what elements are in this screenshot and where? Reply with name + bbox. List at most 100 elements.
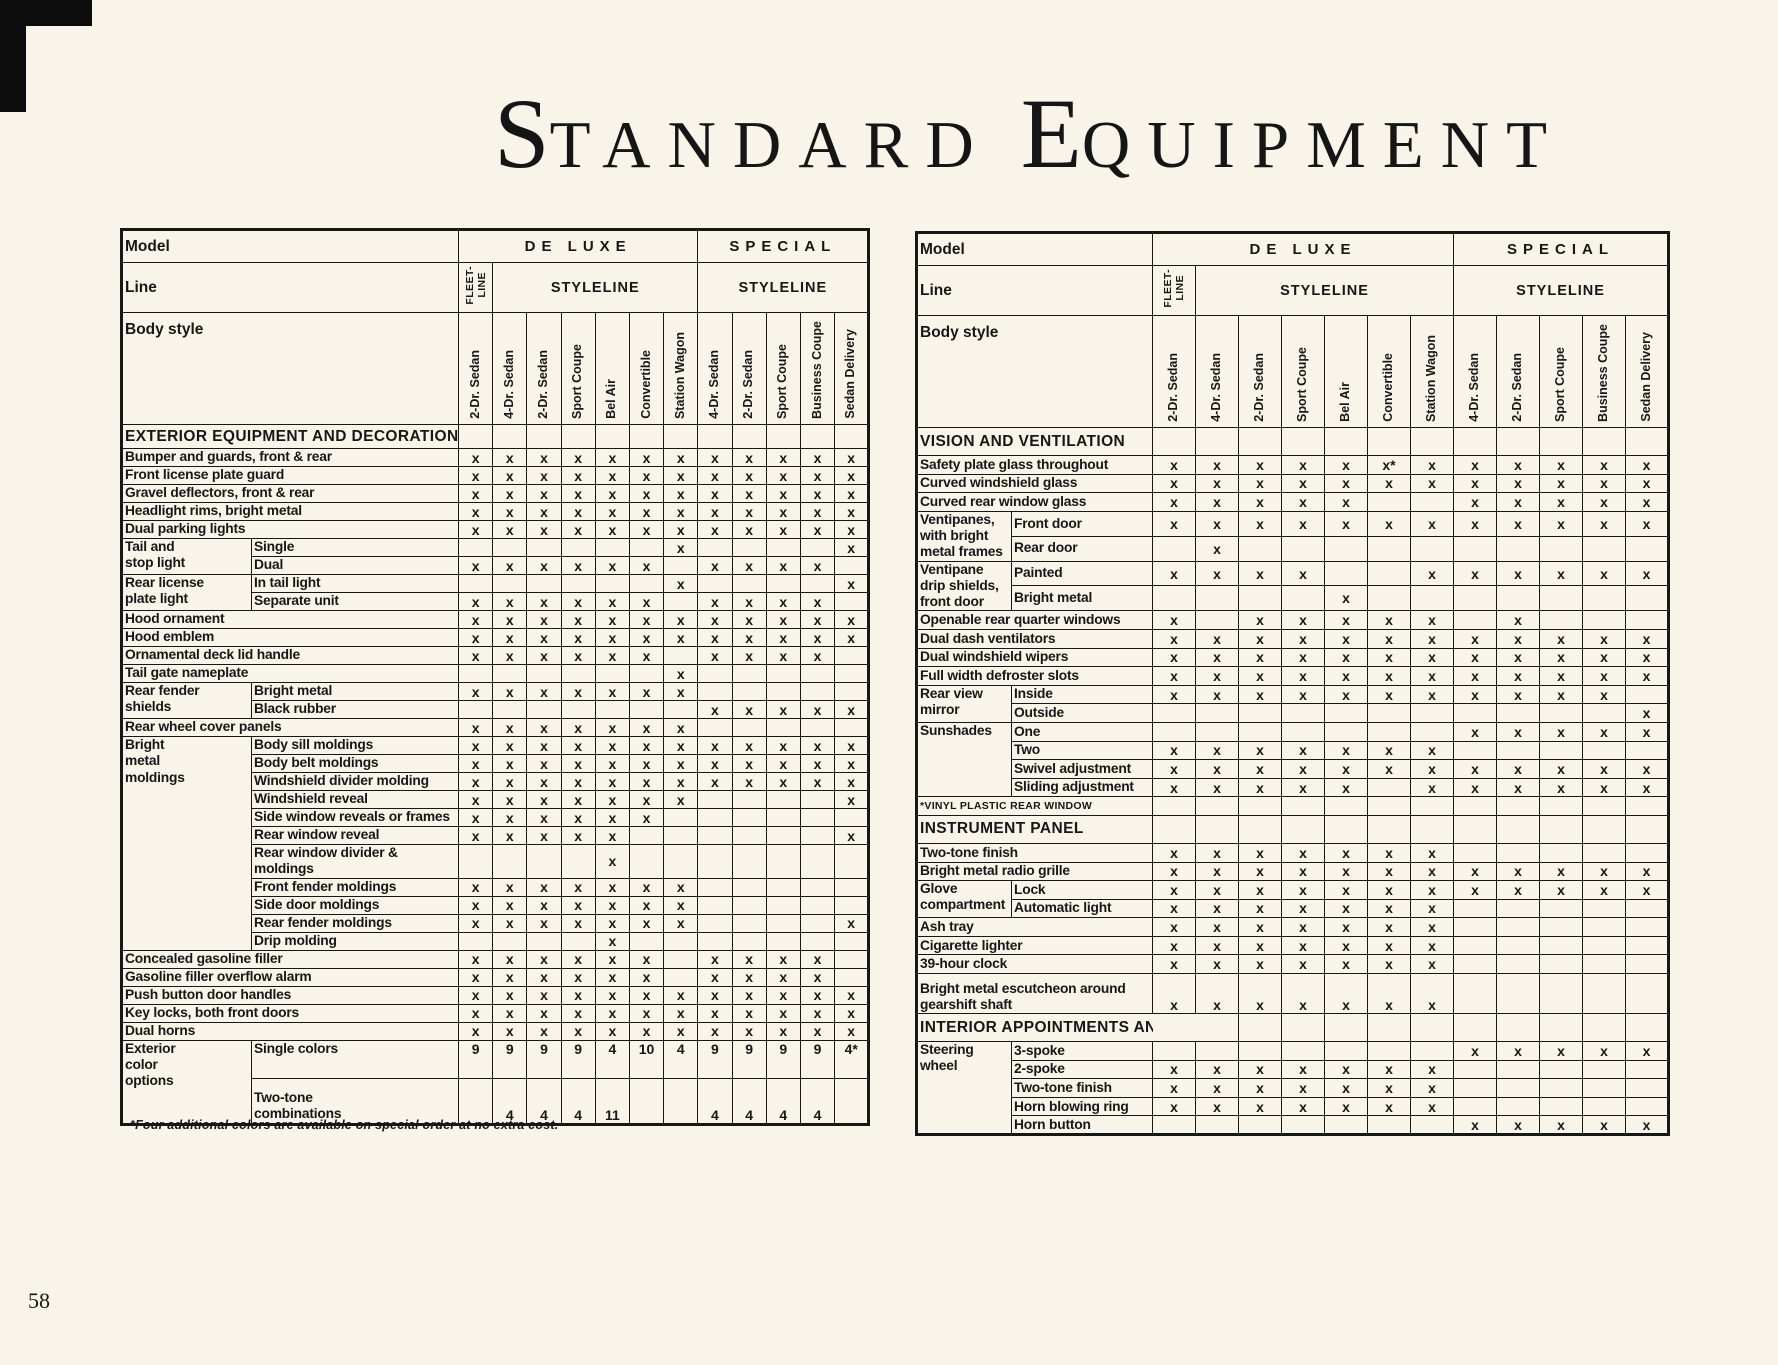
empty-cell	[1625, 1078, 1670, 1098]
cell-mark: x	[1409, 898, 1455, 919]
cell-mark: x	[628, 682, 665, 701]
empty-cell	[697, 424, 733, 449]
cell-mark: x	[1582, 861, 1627, 882]
cell-mark: x	[834, 1003, 870, 1023]
empty-cell	[1324, 535, 1368, 562]
empty-cell	[457, 931, 494, 951]
cell-mark: x	[1324, 898, 1368, 919]
row-label: Lock	[1011, 880, 1153, 900]
empty-cell	[1539, 814, 1584, 844]
cell-mark: x	[1238, 492, 1282, 512]
cell-mark: x	[594, 967, 630, 987]
cell-mark: x	[594, 448, 630, 467]
empty-cell	[663, 592, 699, 611]
cell-mark: x	[1281, 492, 1325, 512]
cell-mark: x	[1625, 1041, 1670, 1061]
empty-cell	[594, 538, 630, 557]
empty-cell	[1152, 427, 1196, 456]
empty-cell	[492, 700, 528, 719]
cell-mark: x	[1195, 535, 1239, 562]
empty-cell	[799, 877, 836, 897]
row-label: Windshield divider molding	[251, 772, 459, 791]
cell-mark: x	[492, 754, 528, 773]
row-label: Ornamental deck lid handle	[121, 646, 459, 665]
empty-cell	[1195, 1041, 1239, 1061]
cell-mark: x	[560, 790, 596, 809]
cell-mark: x	[1238, 880, 1282, 900]
cell-mark: x	[1496, 861, 1541, 882]
empty-cell	[1625, 917, 1670, 937]
cell-mark: x	[663, 664, 699, 683]
cell-mark: x	[492, 808, 528, 827]
empty-cell	[799, 538, 836, 557]
empty-cell	[799, 808, 836, 827]
cell-mark: x	[457, 484, 494, 503]
cell-mark: x	[1238, 455, 1282, 475]
empty-cell	[1539, 898, 1584, 919]
cell-mark: x	[1152, 954, 1196, 975]
cell-mark: x	[1152, 842, 1196, 863]
cell-mark: x	[560, 556, 596, 575]
empty-cell	[1625, 1096, 1670, 1117]
empty-cell	[1539, 610, 1584, 630]
cell-mark: x	[1453, 1041, 1498, 1061]
empty-cell	[799, 844, 836, 879]
empty-cell	[1539, 842, 1584, 863]
cell-mark: x	[594, 826, 630, 845]
cell-mark: x	[1238, 740, 1282, 761]
empty-cell	[526, 931, 562, 951]
cell-mark: x	[731, 967, 767, 987]
empty-cell	[834, 931, 870, 951]
cell-mark: x	[799, 967, 836, 987]
empty-cell	[697, 718, 733, 737]
empty-cell	[1281, 1013, 1325, 1043]
row-label: Front license plate guard	[121, 466, 459, 485]
empty-cell	[834, 877, 870, 897]
cell-mark: x	[663, 538, 699, 557]
empty-cell	[1195, 796, 1239, 816]
empty-cell	[492, 424, 528, 449]
empty-cell	[526, 538, 562, 557]
cell-mark: x	[1539, 492, 1584, 512]
empty-cell	[1324, 1013, 1368, 1043]
cell-mark: x	[1195, 954, 1239, 975]
cell-mark: x	[628, 718, 665, 737]
rotated-label: Business Coupe	[1596, 324, 1611, 422]
empty-cell	[492, 844, 528, 879]
cell-mark: x	[492, 949, 528, 969]
empty-cell	[560, 424, 596, 449]
cell-mark: x	[1539, 880, 1584, 900]
row-label: Separate unit	[251, 592, 459, 611]
cell-mark: x	[560, 895, 596, 915]
cell-mark: x	[1582, 666, 1627, 686]
empty-cell	[1539, 973, 1584, 1015]
empty-cell	[1409, 721, 1455, 742]
cell-mark: x	[492, 718, 528, 737]
cell-mark: x	[594, 949, 630, 969]
cell-mark: x	[1496, 455, 1541, 475]
cell-mark: x	[1496, 759, 1541, 779]
cell-mark: x	[834, 484, 870, 503]
cell-mark: x	[1152, 1059, 1196, 1080]
row-label: Push button door handles	[121, 985, 459, 1005]
empty-cell	[1409, 1115, 1455, 1136]
cell-mark: x	[1409, 973, 1455, 1015]
cell-mark: x	[663, 877, 699, 897]
empty-cell	[1625, 898, 1670, 919]
cell-mark: x	[1496, 492, 1541, 512]
cell-mark: x	[663, 628, 699, 647]
cell-mark: x	[1582, 759, 1627, 779]
cell-mark: x	[1409, 740, 1455, 761]
cell-mark: x	[628, 736, 665, 755]
cell-mark: x	[697, 556, 733, 575]
cell-mark: x	[594, 931, 630, 951]
cell-mark: x	[834, 700, 870, 719]
cell-mark: x	[1281, 973, 1325, 1015]
empty-cell	[799, 718, 836, 737]
empty-cell	[731, 790, 767, 809]
cell-mark: x	[457, 556, 494, 575]
cell-mark: x	[560, 718, 596, 737]
cell-mark: x	[663, 736, 699, 755]
empty-cell	[1324, 1115, 1368, 1136]
cell-mark: x	[697, 700, 733, 719]
